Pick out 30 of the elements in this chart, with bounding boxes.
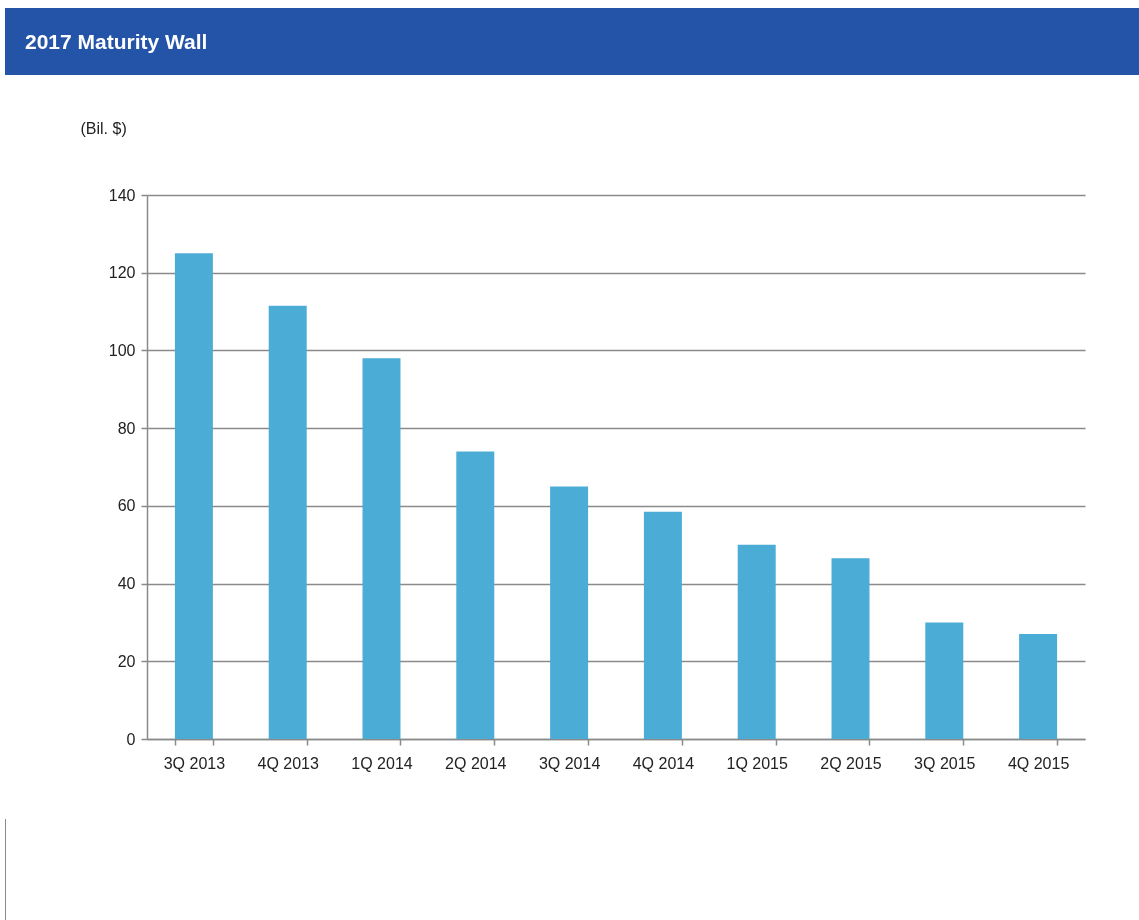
bar xyxy=(174,253,213,739)
y-tick-label: 100 xyxy=(108,341,136,359)
bar xyxy=(362,358,401,739)
y-tick-label: 0 xyxy=(126,730,136,748)
y-tick-label: 40 xyxy=(117,575,136,593)
x-tick-label: 2Q 2014 xyxy=(445,754,507,772)
bar xyxy=(550,486,589,739)
chart-title: 2017 Maturity Wall xyxy=(25,29,208,55)
bar xyxy=(737,544,776,739)
y-tick-label: 120 xyxy=(108,264,136,282)
x-tick-label: 3Q 2013 xyxy=(163,754,226,772)
y-tick-label: 60 xyxy=(117,497,136,515)
bar xyxy=(1019,634,1058,739)
y-tick-label: 140 xyxy=(108,186,136,204)
bar xyxy=(456,451,495,739)
x-tick-label: 3Q 2015 xyxy=(914,754,976,772)
x-tick-label: 4Q 2013 xyxy=(257,754,319,772)
bar xyxy=(925,622,964,739)
bar xyxy=(268,305,307,739)
y-tick-label: 80 xyxy=(117,419,136,437)
y-axis-title: (Bil. $) xyxy=(80,119,127,137)
x-tick-label: 4Q 2015 xyxy=(1007,754,1070,772)
x-tick-label: 2Q 2015 xyxy=(820,754,882,772)
y-tick-label: 20 xyxy=(117,652,136,670)
x-tick-label: 1Q 2015 xyxy=(726,754,788,772)
x-tick-label: 1Q 2014 xyxy=(351,754,413,772)
bar xyxy=(831,558,870,739)
x-tick-label: 3Q 2014 xyxy=(538,754,601,772)
bar xyxy=(643,511,682,739)
x-tick-label: 4Q 2014 xyxy=(632,754,695,772)
